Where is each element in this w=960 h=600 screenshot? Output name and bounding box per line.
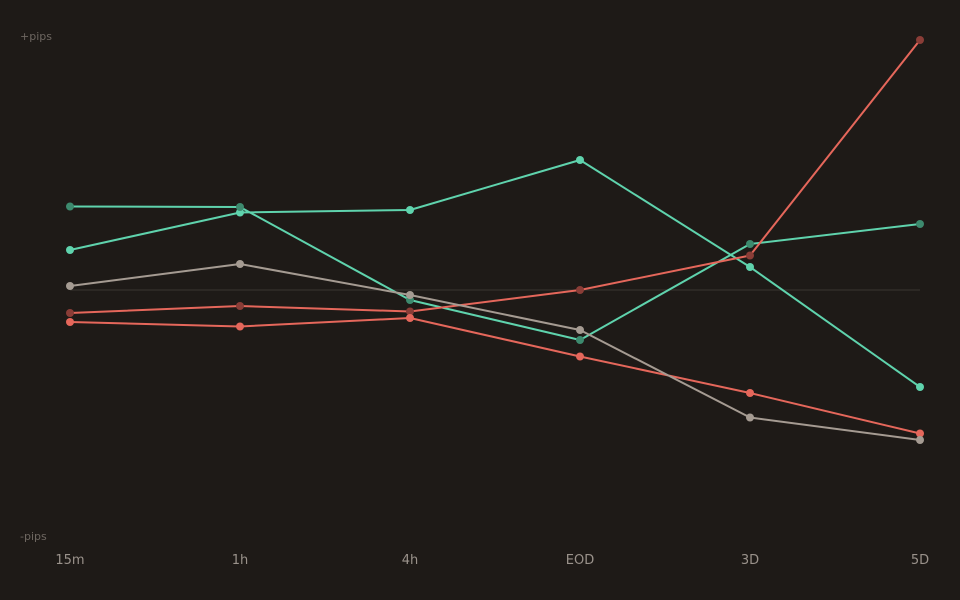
series-line xyxy=(69,317,921,435)
data-point xyxy=(576,156,584,164)
series-line xyxy=(69,205,921,341)
data-point xyxy=(236,260,244,268)
data-point xyxy=(746,263,754,271)
data-point xyxy=(406,206,414,214)
data-point xyxy=(576,326,584,334)
y-bottom-label: -pips xyxy=(20,530,47,543)
data-point xyxy=(746,413,754,422)
series-line xyxy=(69,263,921,441)
data-point xyxy=(916,36,924,44)
data-point xyxy=(236,322,244,331)
data-point xyxy=(406,314,414,322)
data-point xyxy=(236,302,244,310)
data-point xyxy=(66,309,74,317)
data-point xyxy=(746,251,754,260)
data-point xyxy=(406,291,414,299)
data-point xyxy=(236,208,244,217)
x-tick-label: 1h xyxy=(232,553,249,568)
x-tick-label: 15m xyxy=(55,553,84,568)
data-point xyxy=(916,220,924,228)
data-point xyxy=(66,246,74,254)
series-4 xyxy=(66,314,924,438)
x-axis-ticks: 15m 1h 4h EOD 3D 5D xyxy=(55,553,929,568)
data-point xyxy=(916,383,924,391)
x-tick-label: 5D xyxy=(911,553,929,568)
series-3 xyxy=(66,36,924,317)
x-tick-label: EOD xyxy=(566,553,594,568)
x-tick-label: 3D xyxy=(741,553,759,568)
series-line xyxy=(69,159,921,388)
data-point xyxy=(66,282,74,290)
data-point xyxy=(236,203,244,211)
series-5 xyxy=(66,260,924,444)
data-point xyxy=(576,336,584,344)
x-tick-label: 4h xyxy=(402,553,419,568)
data-point xyxy=(406,307,414,316)
series-2 xyxy=(66,202,924,344)
data-point xyxy=(916,429,924,438)
data-point xyxy=(66,318,74,326)
data-point xyxy=(746,240,754,248)
series-layer xyxy=(66,36,924,444)
data-point xyxy=(576,286,584,294)
data-point xyxy=(66,202,74,211)
y-top-label: +pips xyxy=(20,30,52,43)
data-point xyxy=(916,436,924,444)
series-line xyxy=(69,39,921,314)
data-point xyxy=(576,352,584,361)
data-point xyxy=(746,389,754,397)
series-1 xyxy=(66,156,924,391)
